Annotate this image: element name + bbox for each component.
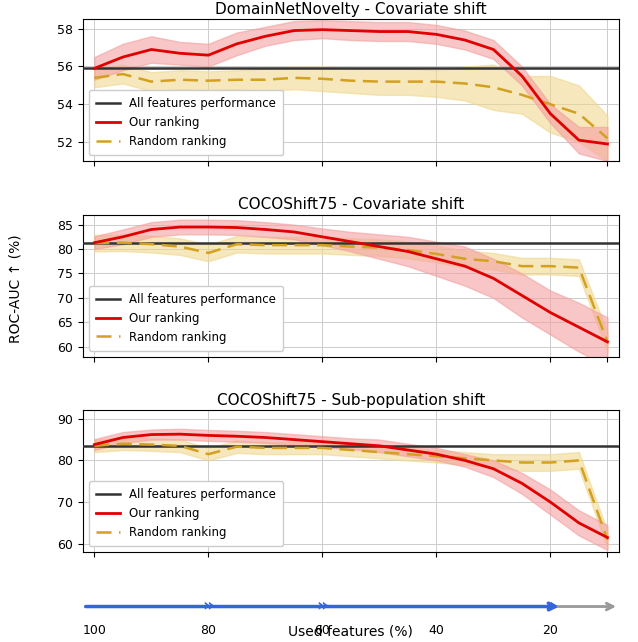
Text: »: » (316, 598, 329, 616)
Text: Used features (%): Used features (%) (288, 625, 413, 639)
Title: COCOShift75 - Covariate shift: COCOShift75 - Covariate shift (238, 197, 464, 213)
Text: »: » (545, 598, 556, 616)
Text: 100: 100 (82, 624, 107, 637)
Title: DomainNetNovelty - Covariate shift: DomainNetNovelty - Covariate shift (215, 2, 487, 17)
Text: 20: 20 (542, 624, 558, 637)
Text: ROC-AUC ↑ (%): ROC-AUC ↑ (%) (9, 234, 23, 343)
Title: COCOShift75 - Sub-population shift: COCOShift75 - Sub-population shift (217, 393, 485, 408)
Text: »: » (202, 598, 214, 616)
Legend: All features performance, Our ranking, Random ranking: All features performance, Our ranking, R… (89, 90, 283, 155)
Legend: All features performance, Our ranking, Random ranking: All features performance, Our ranking, R… (89, 482, 283, 546)
Text: 60: 60 (315, 624, 330, 637)
Legend: All features performance, Our ranking, Random ranking: All features performance, Our ranking, R… (89, 286, 283, 351)
Text: 80: 80 (200, 624, 216, 637)
Text: 40: 40 (429, 624, 444, 637)
